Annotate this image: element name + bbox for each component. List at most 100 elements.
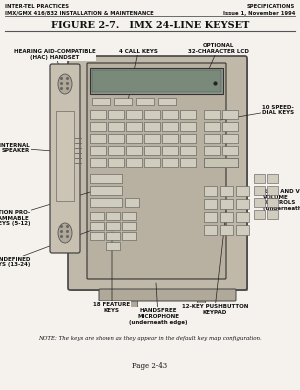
Bar [180, 110, 196, 119]
Bar [136, 98, 154, 105]
Bar [197, 300, 205, 308]
Bar [126, 158, 142, 167]
Bar [204, 146, 220, 155]
Bar [267, 198, 278, 207]
Bar [90, 222, 104, 230]
Bar [267, 174, 278, 183]
Bar [90, 186, 122, 195]
Bar [122, 232, 136, 240]
FancyBboxPatch shape [50, 64, 80, 253]
Bar [162, 134, 178, 143]
Bar [125, 198, 139, 207]
Bar [90, 110, 106, 119]
Bar [254, 174, 265, 183]
Bar [162, 122, 178, 131]
Bar [162, 146, 178, 155]
Bar [220, 212, 233, 222]
Text: NOTE: The keys are shown as they appear in the default key map configuration.: NOTE: The keys are shown as they appear … [38, 336, 262, 341]
Bar [236, 225, 249, 235]
Text: 18 FEATURE
KEYS: 18 FEATURE KEYS [93, 232, 130, 313]
Bar [108, 110, 124, 119]
Bar [180, 122, 196, 131]
Text: 4 CALL KEYS: 4 CALL KEYS [118, 49, 158, 101]
Bar [204, 225, 217, 235]
Bar [126, 134, 142, 143]
Text: HEARING AID-COMPATIBLE
(HAC) HANDSET: HEARING AID-COMPATIBLE (HAC) HANDSET [14, 49, 96, 83]
Bar [180, 134, 196, 143]
Bar [254, 186, 265, 195]
Bar [126, 110, 142, 119]
Bar [106, 212, 120, 220]
Bar [90, 122, 106, 131]
Bar [144, 110, 160, 119]
Bar [90, 212, 104, 220]
Bar [144, 146, 160, 155]
Bar [267, 210, 278, 219]
Bar [108, 122, 124, 131]
Text: RING AND VOICE
VOLUME
CONTROLS
(underneath edge): RING AND VOICE VOLUME CONTROLS (undernea… [263, 189, 300, 211]
Bar [180, 158, 196, 167]
Bar [254, 210, 265, 219]
Bar [90, 146, 106, 155]
Bar [129, 300, 137, 308]
Bar [236, 186, 249, 196]
Bar [106, 232, 120, 240]
Bar [126, 122, 142, 131]
Text: HANDSFREE
MICROPHONE
(underneath edge): HANDSFREE MICROPHONE (underneath edge) [129, 283, 187, 324]
Bar [92, 70, 221, 92]
Bar [222, 158, 238, 167]
Bar [144, 134, 160, 143]
Bar [90, 158, 106, 167]
Bar [204, 158, 238, 167]
Bar [144, 122, 160, 131]
Bar [92, 98, 110, 105]
Text: OPTIONAL
32-CHARACTER LCD: OPTIONAL 32-CHARACTER LCD [188, 43, 248, 78]
Bar [162, 110, 178, 119]
Bar [114, 98, 132, 105]
Bar [204, 122, 220, 131]
Bar [236, 212, 249, 222]
Bar [106, 222, 120, 230]
Ellipse shape [58, 223, 72, 243]
Ellipse shape [58, 74, 72, 94]
Bar [108, 146, 124, 155]
Bar [56, 111, 74, 201]
Bar [144, 158, 160, 167]
FancyBboxPatch shape [87, 63, 226, 279]
Bar [122, 222, 136, 230]
Text: 8 STATION PRO-
GRAMMABLE
KEYS (5-12): 8 STATION PRO- GRAMMABLE KEYS (5-12) [0, 189, 100, 226]
Bar [204, 186, 217, 196]
Bar [222, 122, 238, 131]
Bar [222, 146, 238, 155]
Bar [204, 110, 220, 119]
Bar [220, 225, 233, 235]
Bar [254, 198, 265, 207]
Bar [90, 174, 122, 183]
Bar [90, 68, 223, 94]
Bar [122, 212, 136, 220]
Text: SPECIFICATIONS
Issue 1, November 1994: SPECIFICATIONS Issue 1, November 1994 [223, 4, 295, 16]
Bar [220, 199, 233, 209]
Bar [204, 158, 220, 167]
Bar [106, 242, 120, 250]
Bar [220, 186, 233, 196]
Text: Page 2-43: Page 2-43 [132, 362, 168, 370]
Text: 12 UNDEFINED
KEYS (13-24): 12 UNDEFINED KEYS (13-24) [0, 227, 100, 268]
Bar [90, 232, 104, 240]
Bar [90, 198, 122, 207]
FancyBboxPatch shape [99, 289, 236, 301]
Text: 12-KEY PUSHBUTTON
KEYPAD: 12-KEY PUSHBUTTON KEYPAD [182, 211, 248, 315]
Bar [108, 134, 124, 143]
FancyBboxPatch shape [71, 59, 248, 291]
FancyBboxPatch shape [68, 56, 247, 290]
Bar [162, 158, 178, 167]
Bar [180, 146, 196, 155]
Bar [90, 134, 106, 143]
Bar [236, 199, 249, 209]
Bar [222, 134, 238, 143]
Bar [204, 134, 220, 143]
Bar [204, 199, 217, 209]
Text: INTER-TEL PRACTICES
IMX/GMX 416/832 INSTALLATION & MAINTENANCE: INTER-TEL PRACTICES IMX/GMX 416/832 INST… [5, 4, 154, 16]
Text: INTERNAL
SPEAKER: INTERNAL SPEAKER [0, 143, 78, 153]
Bar [108, 158, 124, 167]
